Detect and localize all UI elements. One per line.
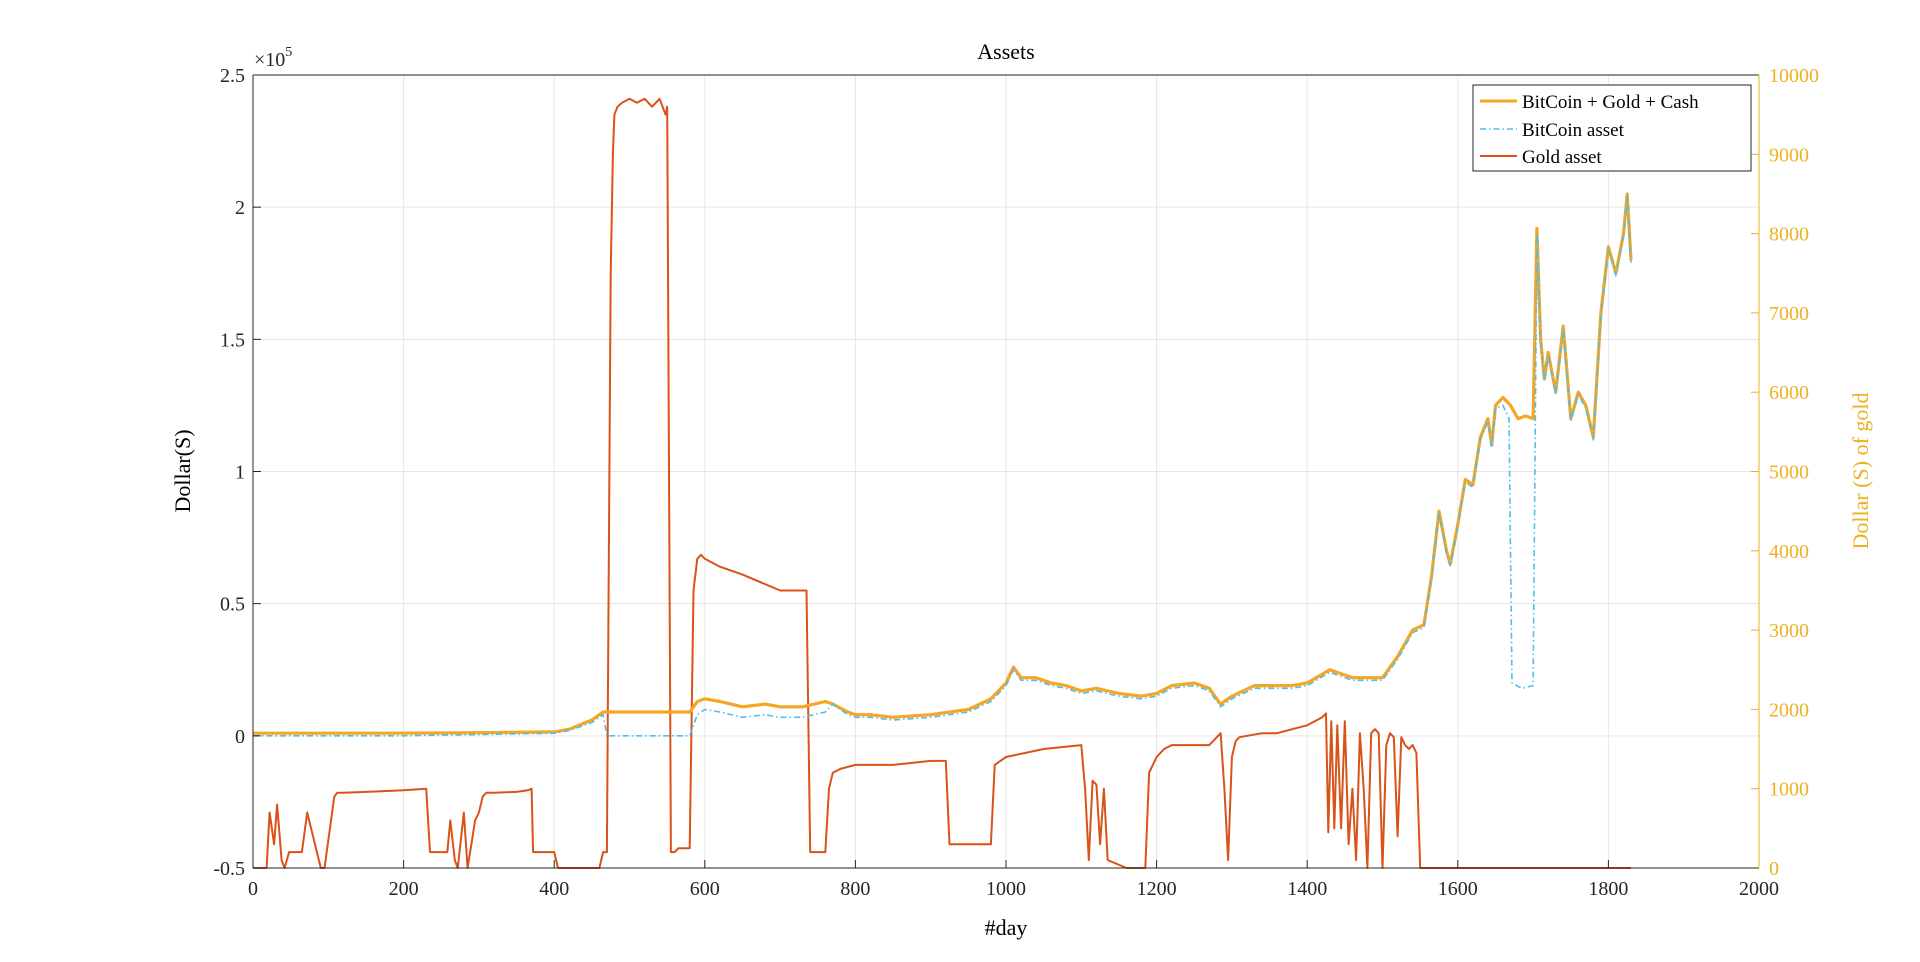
legend-label-bitcoin: BitCoin asset (1522, 120, 1625, 141)
x-tick-label: 1600 (1438, 878, 1478, 900)
legend: BitCoin + Gold + Cash BitCoin asset Gold… (1472, 84, 1752, 172)
x-tick-label: 200 (389, 878, 419, 900)
y-axis-exponent-power: 5 (285, 45, 292, 60)
y2-axis-label: Dollar (S) of gold (1848, 392, 1873, 549)
y2-tick-label: 7000 (1769, 303, 1809, 325)
x-tick-label: 600 (690, 878, 720, 900)
series-line-total (253, 192, 1633, 735)
x-tick-label: 1400 (1287, 878, 1327, 900)
series-line-gold (253, 97, 1631, 869)
y2-tick-label: 8000 (1769, 224, 1809, 246)
y2-tick-label: 6000 (1769, 382, 1809, 404)
y-axis-exponent: ×105 (254, 45, 292, 71)
legend-label-gold: Gold asset (1522, 147, 1602, 168)
x-tick-label: 400 (539, 878, 569, 900)
x-axis-label: #day (985, 915, 1028, 940)
x-tick-label: 1000 (986, 878, 1026, 900)
series-lines (253, 97, 1633, 869)
y-axis-label: Dollar(S) (170, 429, 195, 512)
y2-tick-label: 5000 (1769, 462, 1809, 484)
y2-tick-label: 2000 (1769, 699, 1809, 721)
y-tick-label: 0 (235, 726, 245, 748)
y-axis-exponent-base: ×10 (254, 49, 285, 71)
y-tick-label: 2 (235, 197, 245, 219)
axes (252, 74, 1760, 869)
x-tick-label: 1200 (1137, 878, 1177, 900)
x-tick-label: 2000 (1739, 878, 1779, 900)
y2-tick-label: 1000 (1769, 779, 1809, 801)
y2-tick-label: 0 (1769, 858, 1779, 880)
y-tick-label: 0.5 (220, 594, 245, 616)
x-tick-label: 800 (840, 878, 870, 900)
y2-tick-label: 3000 (1769, 620, 1809, 642)
y2-tick-label: 10000 (1769, 65, 1819, 87)
legend-box (1472, 84, 1752, 172)
x-tick-label: 0 (248, 878, 258, 900)
tick-labels: 0 200 400 600 800 1000 1200 1400 1600 1800 2000-0.… (213, 65, 1819, 900)
y-tick-label: 2.5 (220, 65, 245, 87)
x-tick-label: 1800 (1588, 878, 1628, 900)
y-tick-label: 1.5 (220, 329, 245, 351)
y2-tick-label: 4000 (1769, 541, 1809, 563)
chart-title: Assets (977, 39, 1034, 64)
y-tick-label: 1 (235, 462, 245, 484)
y-tick-label: -0.5 (213, 858, 245, 880)
y2-tick-label: 9000 (1769, 144, 1809, 166)
legend-label-total: BitCoin + Gold + Cash (1522, 92, 1699, 113)
